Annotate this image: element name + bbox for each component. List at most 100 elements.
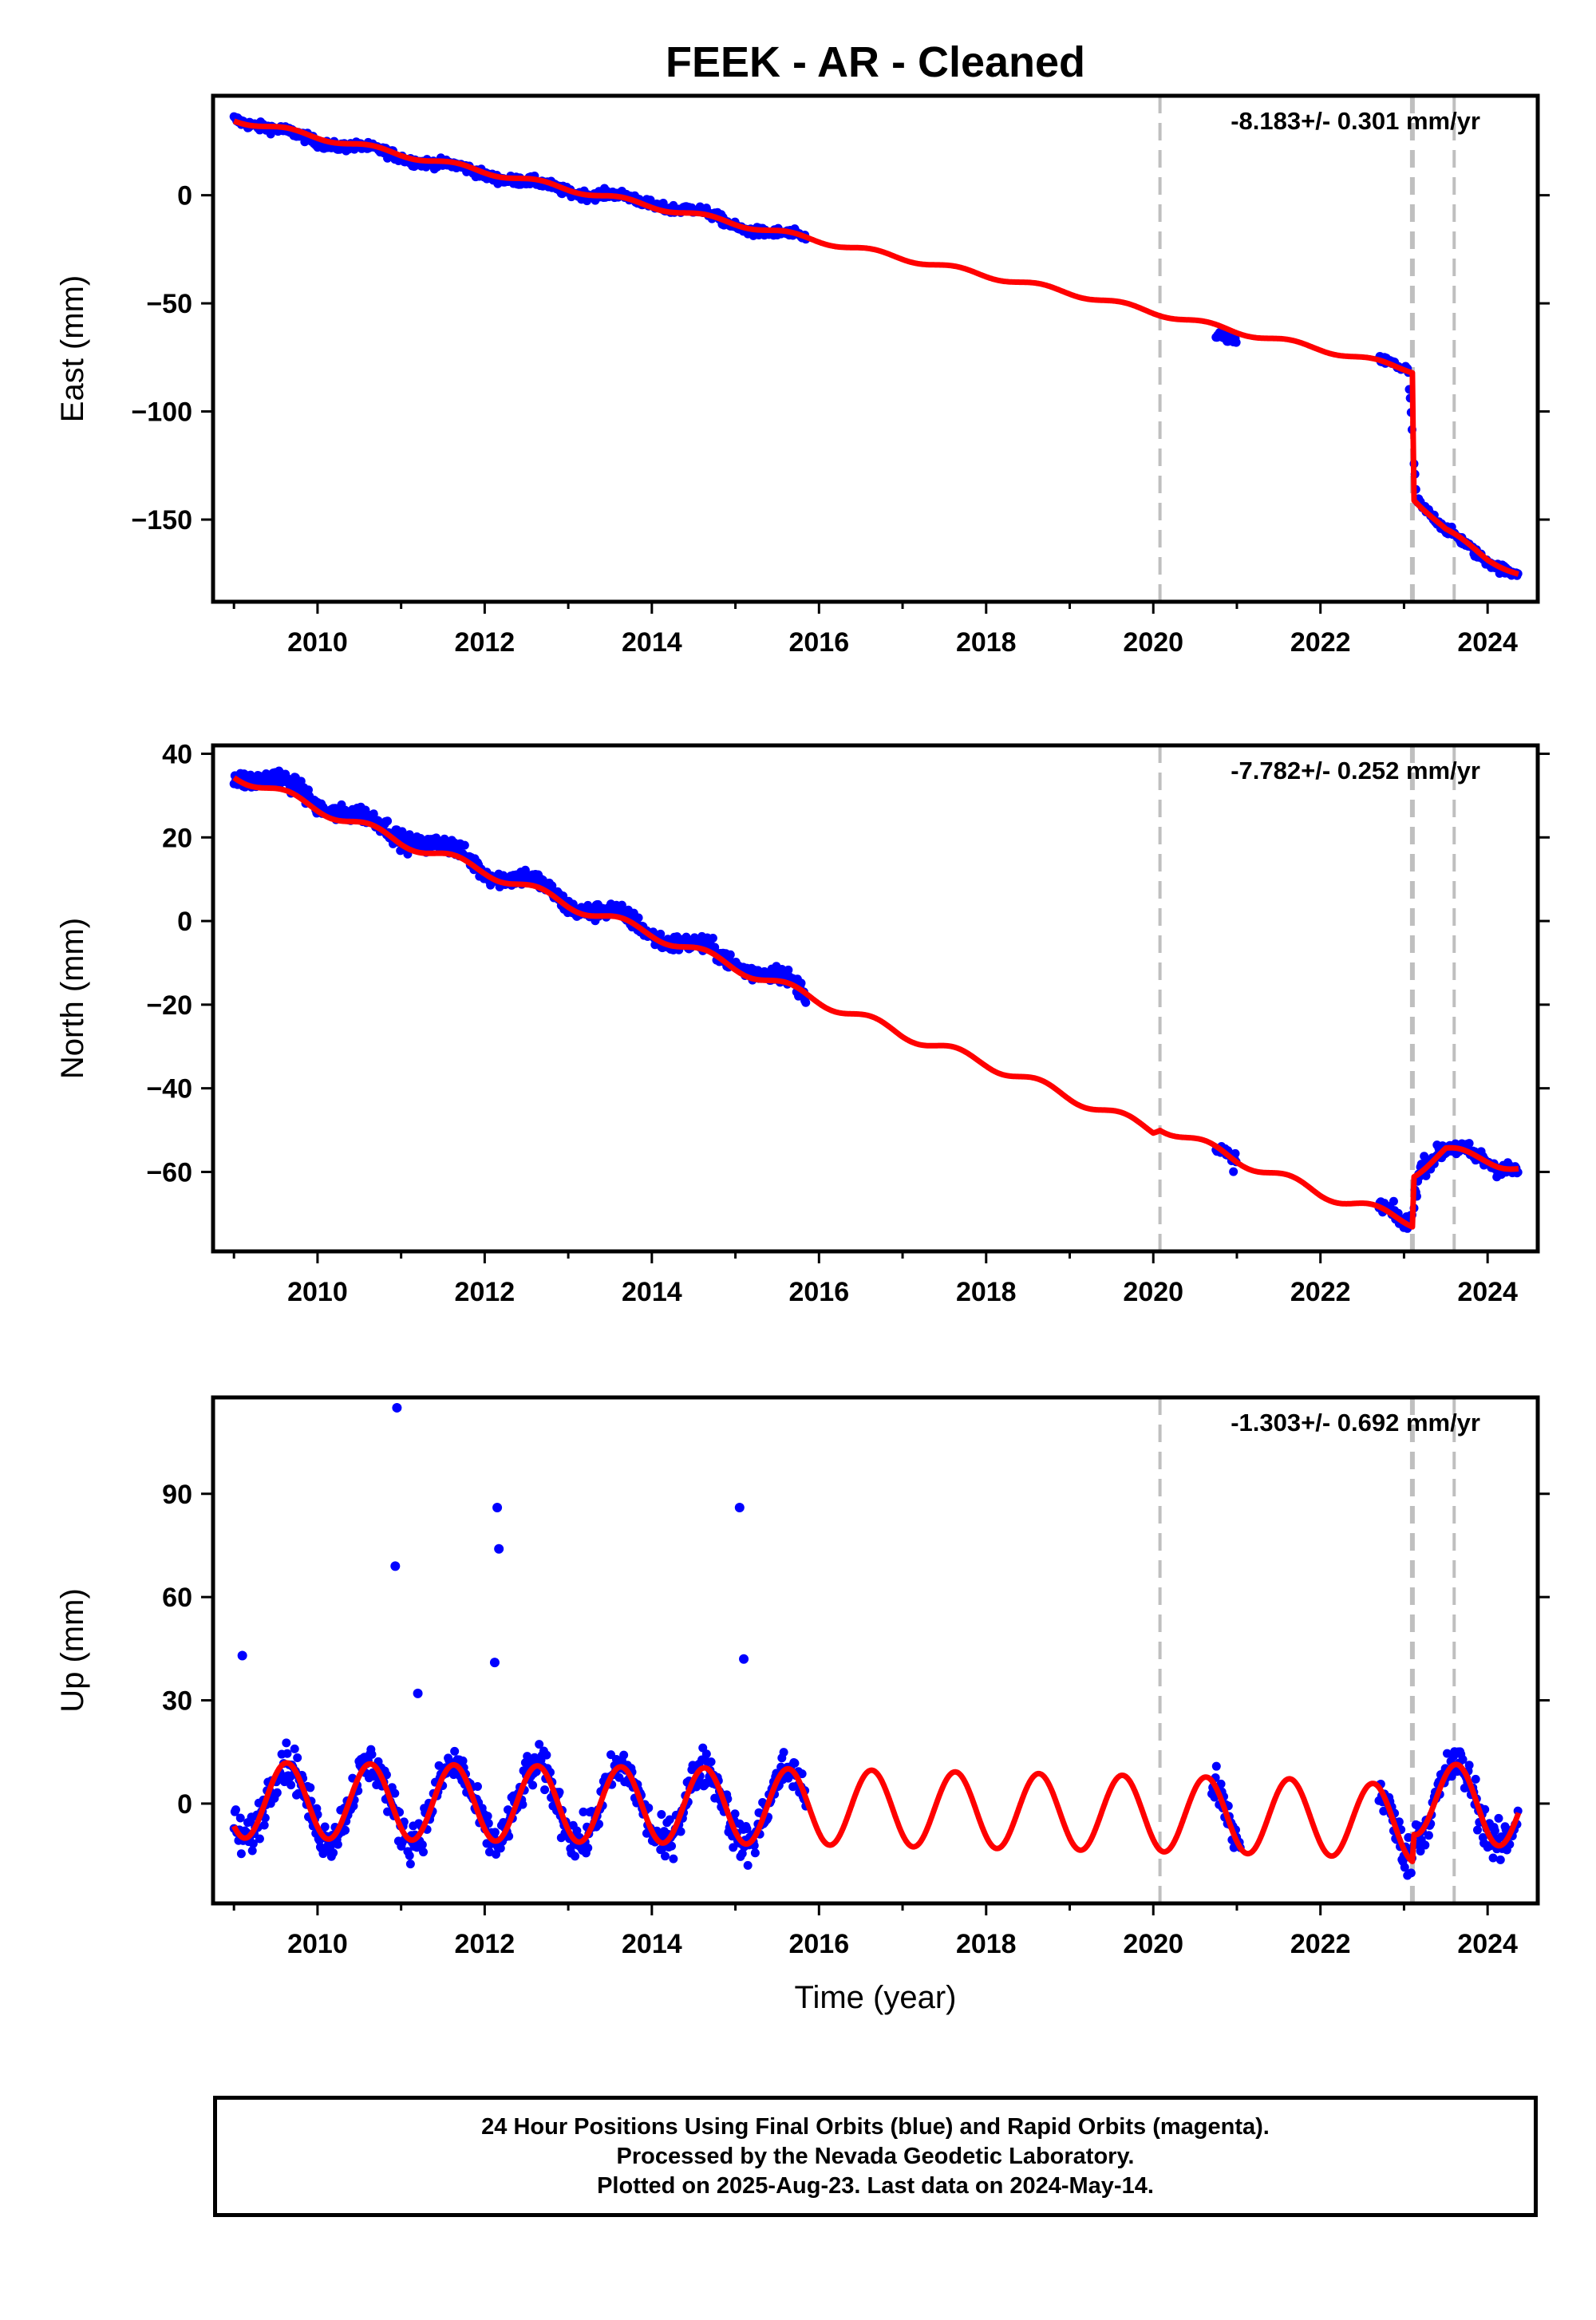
data-point — [272, 1788, 282, 1797]
x-tick-label: 2022 — [1290, 1929, 1351, 1959]
plot-area — [229, 745, 1523, 1251]
data-point — [701, 1749, 711, 1759]
data-point — [1420, 1152, 1429, 1161]
y-tick-label: −20 — [146, 990, 192, 1021]
data-point — [797, 1769, 807, 1779]
data-point — [236, 1849, 246, 1859]
data-point — [660, 1852, 670, 1861]
x-tick-label: 2012 — [455, 627, 516, 658]
data-point — [1472, 1825, 1482, 1835]
y-axis-label: North (mm) — [55, 918, 90, 1079]
data-point — [1421, 1171, 1431, 1180]
data-point — [742, 1824, 752, 1833]
data-point — [779, 1748, 788, 1757]
x-tick-label: 2012 — [455, 1277, 516, 1307]
data-point — [248, 1839, 258, 1848]
data-point — [405, 1851, 414, 1860]
y-tick-label: −150 — [131, 505, 192, 536]
panel-frame — [211, 743, 1540, 1254]
data-point — [472, 1781, 482, 1791]
data-point — [490, 1828, 500, 1837]
y-tick-label: 0 — [177, 1789, 192, 1820]
data-point — [1400, 1863, 1409, 1872]
data-point — [306, 1783, 315, 1792]
outlier-point — [237, 1650, 247, 1661]
y-tick-label: 30 — [162, 1686, 192, 1717]
data-point — [1229, 1167, 1238, 1176]
x-tick-label: 2014 — [622, 627, 682, 658]
x-tick-label: 2016 — [788, 627, 849, 658]
x-tick-label: 2010 — [287, 627, 348, 658]
data-point — [1488, 1853, 1498, 1863]
outlier-point — [494, 1543, 504, 1554]
data-point — [1490, 1826, 1499, 1836]
x-tick-label: 2020 — [1123, 1929, 1183, 1959]
data-point — [259, 1820, 269, 1830]
data-point — [656, 929, 666, 939]
data-point — [1458, 1755, 1468, 1765]
x-tick-label: 2016 — [788, 1277, 849, 1307]
y-tick-label: −40 — [146, 1074, 192, 1105]
x-tick-label: 2018 — [956, 1929, 1017, 1959]
data-point — [419, 1848, 429, 1857]
data-point — [1216, 1779, 1226, 1788]
outlier-point — [489, 1658, 500, 1668]
data-point — [750, 1848, 760, 1858]
data-point — [535, 1740, 544, 1749]
data-point — [572, 1826, 582, 1836]
data-point — [706, 1757, 716, 1767]
data-point — [1231, 338, 1241, 347]
data-point — [367, 1749, 377, 1759]
data-point — [282, 1749, 292, 1758]
data-point — [290, 1744, 299, 1753]
x-tick-label: 2022 — [1290, 1277, 1351, 1307]
data-point — [634, 913, 643, 923]
y-tick-label: −50 — [146, 289, 192, 319]
data-point — [743, 1860, 753, 1870]
data-point — [542, 1750, 551, 1760]
data-point — [383, 816, 393, 826]
model-fit-line — [231, 775, 1521, 1230]
footer-line-1: 24 Hour Positions Using Final Orbits (bl… — [481, 2113, 1270, 2140]
data-point — [341, 1825, 350, 1835]
panel-frame — [211, 93, 1540, 604]
data-point — [333, 1840, 342, 1849]
data-point — [676, 1827, 685, 1836]
x-tick-label: 2010 — [287, 1277, 348, 1307]
data-point — [1231, 1148, 1240, 1158]
y-axis-label: Up (mm) — [55, 1588, 90, 1713]
outlier-point — [734, 1503, 745, 1513]
data-point — [737, 1849, 747, 1859]
y-tick-label: −100 — [131, 397, 192, 428]
data-point — [547, 881, 557, 891]
panel-north: 40 20 0 −20 −40 −60 2010 2012 2014 2016 2018 2020 20… — [55, 739, 1550, 1307]
data-point — [484, 1819, 493, 1828]
data-point — [559, 891, 568, 901]
data-point — [1389, 1196, 1398, 1206]
data-point — [483, 1812, 492, 1821]
panel-east: 0 −50 −100 −150 2010 2012 2014 2016 2018 2020 2022… — [55, 93, 1550, 658]
data-point — [286, 1781, 296, 1790]
x-tick-label: 2018 — [956, 1277, 1017, 1307]
y-tick-label: 60 — [162, 1583, 192, 1613]
data-point — [518, 1800, 527, 1809]
rate-label: -8.183+/- 0.301 mm/yr — [1231, 107, 1480, 135]
data-point — [320, 1822, 330, 1832]
outlier-point — [413, 1688, 423, 1698]
y-tick-label: −60 — [146, 1157, 192, 1188]
y-tick-label: 0 — [177, 907, 192, 937]
data-point — [458, 1756, 468, 1765]
data-point — [1471, 1774, 1480, 1784]
x-tick-label: 2014 — [622, 1277, 682, 1307]
footer-line-2: Processed by the Nevada Geodetic Laborat… — [616, 2143, 1135, 2169]
x-tick-label: 2014 — [622, 1929, 682, 1959]
data-point — [450, 1746, 460, 1756]
data-point — [725, 950, 735, 959]
panel-up: 90 60 30 0 2010 2012 2014 2016 2018 2020 2022 2024 U… — [55, 1395, 1550, 1959]
data-point — [540, 1785, 550, 1795]
outlier-point — [392, 1402, 402, 1413]
data-point — [1464, 1139, 1474, 1148]
data-point — [1406, 1868, 1416, 1878]
